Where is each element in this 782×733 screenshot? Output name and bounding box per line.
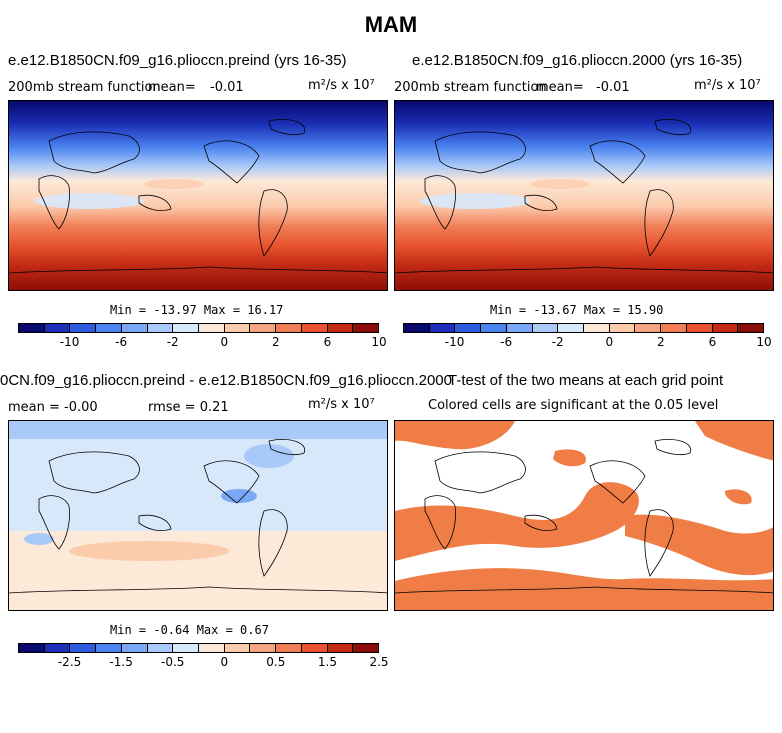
colorbar-tick-label: 1.5 [317, 655, 337, 669]
colorbar-tick-label: -0.5 [160, 655, 185, 669]
colorbar-swatch [609, 324, 636, 332]
colorbar-tick-label: -10 [444, 335, 465, 349]
colorbar-swatch [738, 324, 764, 332]
colorbar-swatch [455, 324, 482, 332]
panel-2-mean-value: -0.01 [596, 80, 630, 95]
colorbar-tick-label: 0 [220, 655, 229, 669]
panel-1-mean-value: -0.01 [210, 80, 244, 95]
colorbar-swatch [686, 324, 713, 332]
panel-4-title: T-test of the two means at each grid poi… [448, 372, 724, 389]
colorbar-swatch [506, 324, 533, 332]
panel-3-minmax: Min = -0.64 Max = 0.67 [110, 623, 269, 637]
panel-3-units: m²/s x 10⁷ [308, 397, 375, 412]
colorbar-swatch [301, 324, 328, 332]
panel-1-mean-label: mean= [148, 80, 196, 95]
colorbar-swatch [558, 324, 585, 332]
colorbar-tick-label: 6 [708, 335, 717, 349]
colorbar-swatch [224, 644, 251, 652]
colorbar-swatch [327, 324, 354, 332]
panel-1-map [8, 100, 388, 291]
colorbar-swatch [250, 644, 277, 652]
colorbar-swatch [327, 644, 354, 652]
colorbar-swatch [70, 324, 97, 332]
panel-3-colorbar [18, 643, 379, 653]
panel-2-variable-label: 200mb stream function [394, 80, 547, 95]
colorbar-swatch [199, 644, 225, 652]
colorbar-tick-label: 10 [371, 335, 387, 349]
colorbar-swatch [44, 324, 71, 332]
panel-2-title: e.e12.B1850CN.f09_g16.plioccn.2000 (yrs … [412, 52, 743, 69]
colorbar-swatch [96, 644, 122, 652]
colorbar-tick-label: 0 [605, 335, 614, 349]
colorbar-swatch [19, 644, 45, 652]
colorbar-tick-label: 2.5 [369, 655, 389, 669]
colorbar-swatch [635, 324, 662, 332]
colorbar-swatch [712, 324, 739, 332]
colorbar-swatch [481, 324, 507, 332]
panel-2-colorbar [403, 323, 764, 333]
colorbar-swatch [121, 324, 148, 332]
panel-4-subtitle: Colored cells are significant at the 0.0… [428, 398, 719, 413]
colorbar-swatch [19, 324, 45, 332]
colorbar-tick-label: -1.5 [109, 655, 133, 669]
panel-1-title: e.e12.B1850CN.f09_g16.plioccn.preind (yr… [8, 52, 347, 69]
colorbar-swatch [44, 644, 71, 652]
panel-1-colorbar [18, 323, 379, 333]
colorbar-swatch [70, 644, 97, 652]
figure-title: MAM [364, 12, 418, 37]
colorbar-tick-label: -6 [500, 335, 513, 349]
colorbar-swatch [276, 644, 302, 652]
colorbar-swatch [353, 644, 379, 652]
colorbar-swatch [173, 324, 200, 332]
panel-2-units: m²/s x 10⁷ [694, 78, 761, 93]
colorbar-tick-label: 0.5 [266, 655, 286, 669]
colorbar-tick-label: -2.5 [57, 655, 82, 669]
colorbar-swatch [532, 324, 559, 332]
colorbar-tick-label: 0 [220, 335, 229, 349]
colorbar-swatch [224, 324, 251, 332]
colorbar-swatch [276, 324, 302, 332]
panel-3-rmse: rmse = 0.21 [148, 400, 229, 415]
colorbar-tick-label: 6 [323, 335, 332, 349]
colorbar-tick-label: -6 [115, 335, 128, 349]
colorbar-swatch [147, 644, 174, 652]
panel-2-minmax: Min = -13.67 Max = 15.90 [490, 303, 664, 317]
colorbar-swatch [661, 324, 687, 332]
colorbar-tick-label: 10 [756, 335, 772, 349]
colorbar-swatch [429, 324, 456, 332]
panel-1-units: m²/s x 10⁷ [308, 78, 375, 93]
colorbar-swatch [301, 644, 328, 652]
panel-1-minmax: Min = -13.97 Max = 16.17 [110, 303, 284, 317]
colorbar-tick-label: -10 [59, 335, 80, 349]
colorbar-tick-label: 2 [657, 335, 665, 349]
colorbar-swatch [353, 324, 379, 332]
colorbar-swatch [584, 324, 610, 332]
panel-3-map [8, 420, 388, 611]
colorbar-tick-label: 2 [272, 335, 280, 349]
panel-3-title: 0CN.f09_g16.plioccn.preind - e.e12.B1850… [0, 372, 452, 389]
colorbar-tick-label: -2 [166, 335, 179, 349]
colorbar-swatch [404, 324, 430, 332]
colorbar-swatch [250, 324, 277, 332]
colorbar-swatch [121, 644, 148, 652]
colorbar-swatch [173, 644, 200, 652]
panel-4-map [394, 420, 774, 611]
panel-1-variable-label: 200mb stream function [8, 80, 161, 95]
colorbar-tick-label: -2 [551, 335, 564, 349]
panel-2-mean-label: mean= [536, 80, 584, 95]
colorbar-swatch [147, 324, 174, 332]
colorbar-swatch [199, 324, 225, 332]
panel-3-mean: mean = -0.00 [8, 400, 98, 415]
panel-2-map [394, 100, 774, 291]
colorbar-swatch [96, 324, 122, 332]
